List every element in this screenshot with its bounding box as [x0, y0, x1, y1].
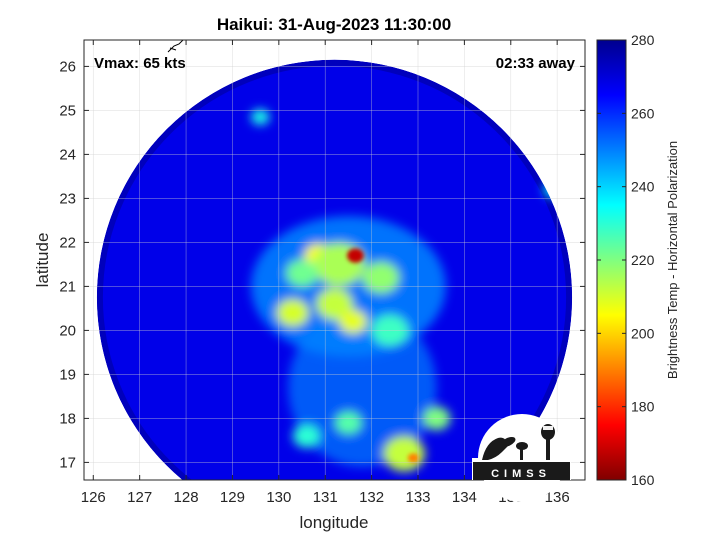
y-tick-label: 17 — [59, 454, 76, 471]
x-tick-label: 132 — [359, 489, 384, 506]
logo-text: CIMSS — [491, 468, 551, 480]
convection-feature-0 — [347, 248, 364, 263]
colorbar-tick-label: 180 — [631, 399, 655, 415]
x-tick-label: 129 — [220, 489, 245, 506]
x-tick-label: 133 — [405, 489, 430, 506]
axes-box — [83, 39, 586, 481]
plot-area — [84, 40, 585, 480]
y-tick-label: 24 — [59, 146, 76, 163]
x-tick-label: 136 — [545, 489, 570, 506]
cimss-logo: CIMSS — [472, 414, 571, 502]
colorbar-tick-label: 160 — [631, 472, 655, 488]
colorbar-ticks: 160 180 200 220 240 260 280 — [597, 32, 655, 488]
y-tick-label: 18 — [59, 410, 76, 427]
convection-feature-6 — [276, 298, 309, 327]
x-tick-label: 126 — [81, 489, 106, 506]
convection-feature-3 — [285, 259, 319, 288]
y-tick-label: 19 — [59, 366, 76, 383]
x-tick-label: 127 — [127, 489, 152, 506]
convection-feature-13 — [292, 424, 321, 448]
colorbar-tick-label: 240 — [631, 179, 655, 195]
convection-feature-12 — [334, 410, 363, 435]
colorbar-label: Brightness Temp - Horizontal Polarizatio… — [665, 141, 680, 379]
y-tick-label: 22 — [59, 234, 76, 251]
colorbar — [596, 39, 627, 481]
y-tick-label: 26 — [59, 58, 76, 75]
x-tick-label: 134 — [452, 489, 477, 506]
y-tick-label: 25 — [59, 102, 76, 119]
coastline — [167, 40, 184, 53]
grid-lines — [84, 40, 585, 480]
colorbar-tick-label: 280 — [631, 32, 655, 48]
convection-feature-14 — [251, 109, 270, 125]
colorbar-tick-label: 200 — [631, 325, 655, 341]
convection-feature-11 — [407, 453, 419, 463]
convection-feature-9 — [383, 435, 425, 472]
y-tick-label: 23 — [59, 190, 76, 207]
x-axis-label: longitude — [299, 513, 368, 532]
vmax-annotation: Vmax: 65 kts — [94, 55, 186, 72]
y-tick-label: 21 — [59, 278, 76, 295]
swath-outer-ring — [96, 59, 573, 480]
core-features — [347, 248, 419, 463]
brightness-swath — [96, 59, 573, 480]
colorbar-tick-label: 220 — [631, 252, 655, 268]
colorbar-tick-label: 260 — [631, 105, 655, 121]
y-axis-label: latitude — [33, 233, 52, 288]
y-axis-ticks: 17 18 19 20 21 22 23 24 25 26 — [59, 58, 585, 471]
time-away-annotation: 02:33 away — [496, 55, 576, 72]
x-tick-label: 130 — [266, 489, 291, 506]
y-tick-label: 20 — [59, 322, 76, 339]
convection-feature-7 — [339, 309, 367, 334]
x-tick-label: 128 — [174, 489, 199, 506]
convection-feature-4 — [362, 261, 400, 294]
chart-title: Haikui: 31-Aug-2023 11:30:00 — [217, 15, 451, 34]
x-tick-label: 131 — [313, 489, 338, 506]
